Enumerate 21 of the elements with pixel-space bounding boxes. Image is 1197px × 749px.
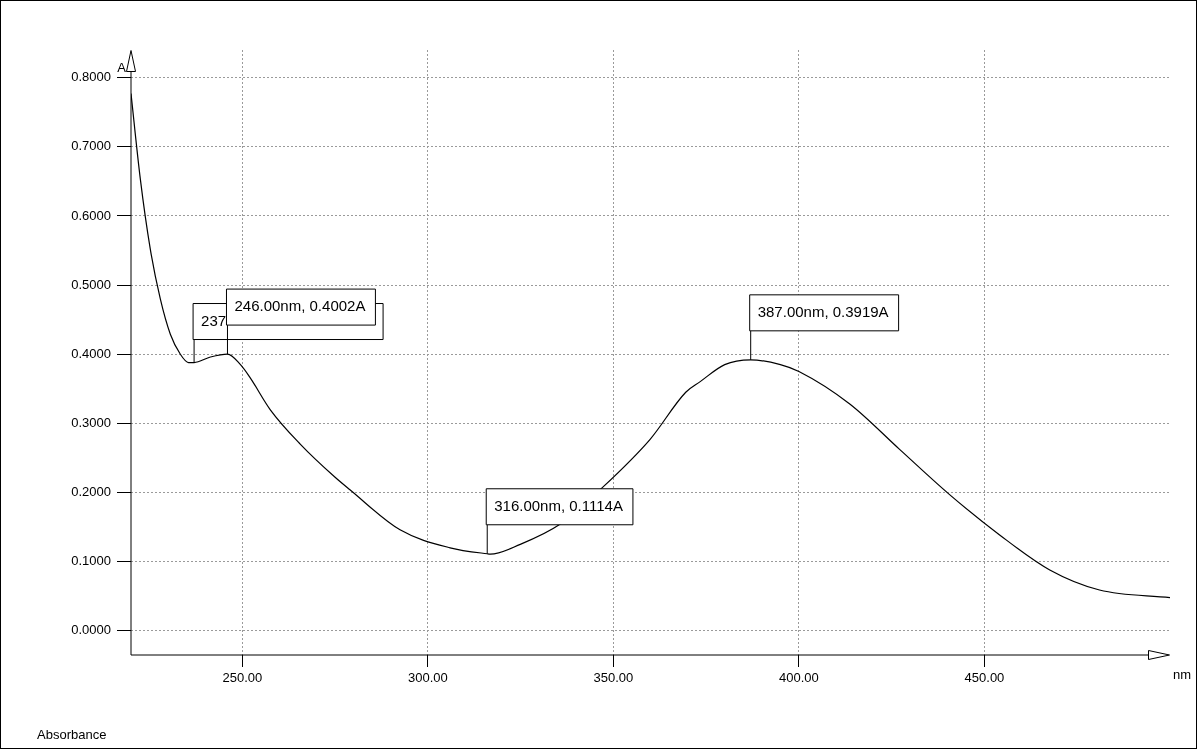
y-tick-label: 0.1000 [71, 553, 111, 569]
annotation: 387.00nm, 0.3919A [757, 302, 889, 320]
annotation: 237 [201, 311, 227, 329]
y-tick-label: 0.6000 [71, 207, 111, 223]
text: Absorbance [37, 727, 107, 742]
y-axis-title: A [117, 59, 127, 75]
x-tick-label: 300.00 [407, 670, 448, 686]
x-tick-label: 350.00 [593, 670, 634, 686]
y-tick-label: 0.8000 [71, 69, 111, 85]
x-tick-label: 450.00 [964, 670, 1005, 686]
y-tick-label: 0.3000 [71, 414, 111, 430]
y-tick-label: 0.4000 [71, 345, 111, 361]
y-tick-label: 0.7000 [71, 138, 111, 154]
y-tick-label: 0.2000 [71, 484, 111, 500]
y-tick-label: 0.0000 [71, 622, 111, 638]
annotation: 246.00nm, 0.4002A [234, 297, 366, 315]
annotation: 316.00nm, 0.1114A [494, 496, 623, 514]
y-tick-label: 0.5000 [71, 276, 111, 292]
x-tick-label: 250.00 [222, 670, 263, 686]
x-axis-title: nm [1172, 667, 1192, 683]
x-tick-label: 400.00 [779, 670, 819, 686]
